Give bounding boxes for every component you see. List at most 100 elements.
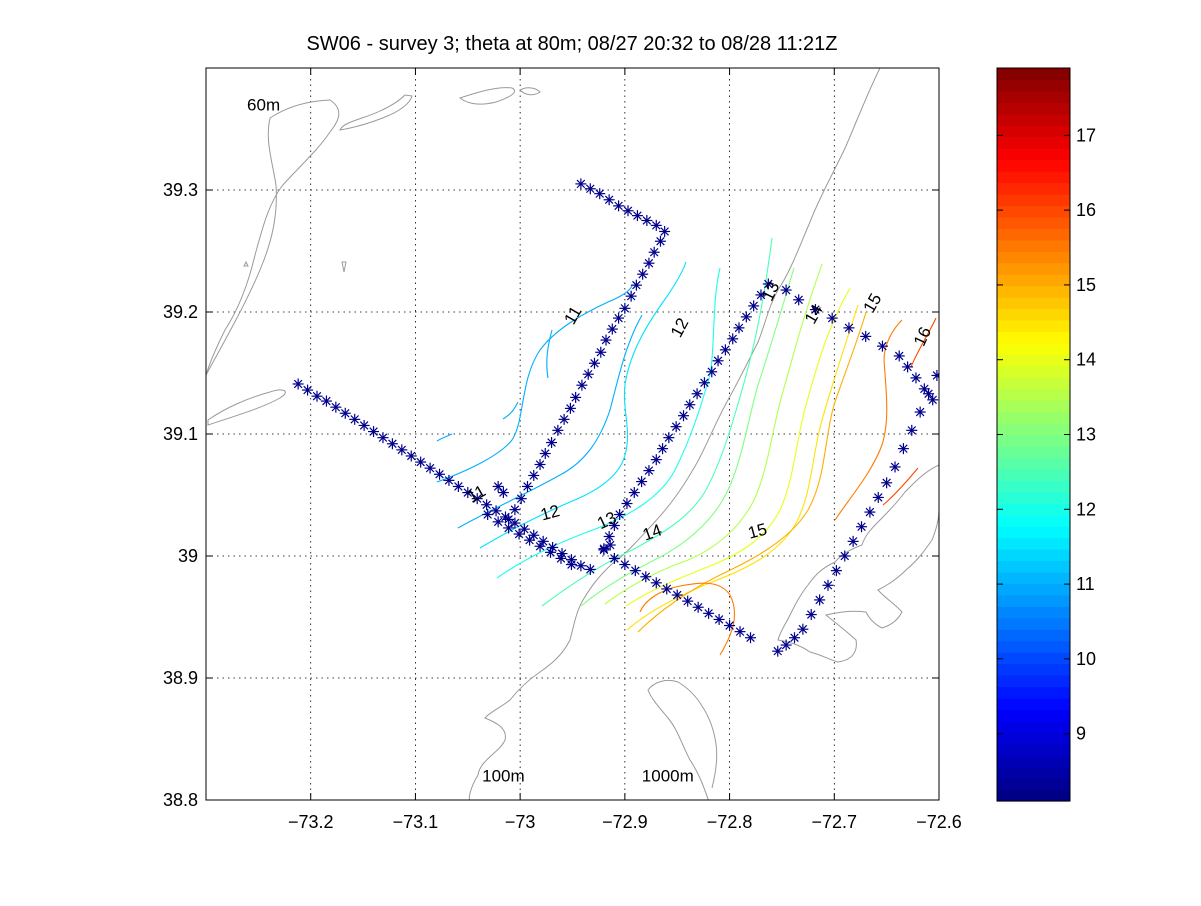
depth-label: 60m	[247, 96, 280, 115]
station-marker	[497, 487, 509, 499]
station-marker	[320, 395, 332, 407]
colorbar-step	[997, 239, 1070, 252]
station-marker	[636, 476, 648, 488]
station-marker	[603, 530, 615, 542]
colorbar-step	[997, 503, 1070, 516]
y-tick-label: 39.3	[163, 180, 198, 200]
station-marker	[575, 560, 587, 572]
station-marker	[558, 413, 570, 425]
x-tick-label: −72.6	[916, 812, 962, 832]
colorbar-tick-label: 13	[1076, 425, 1096, 445]
station-marker	[864, 506, 876, 518]
x-tick-label: −73	[505, 812, 536, 832]
colorbar-step	[997, 560, 1070, 573]
station-marker	[691, 388, 703, 400]
station-marker	[740, 311, 752, 323]
colorbar-step	[997, 491, 1070, 504]
station-marker	[443, 474, 455, 486]
x-tick-label: −73.2	[288, 812, 334, 832]
contour-line	[502, 401, 519, 420]
colorbar-tick-label: 16	[1076, 200, 1096, 220]
bathymetry-marker-1	[243, 260, 249, 267]
colorbar-step	[997, 423, 1070, 436]
station-marker	[575, 178, 587, 190]
colorbar-step	[997, 606, 1070, 619]
y-tick-label: 39	[178, 546, 198, 566]
colorbar-step	[997, 629, 1070, 642]
station-marker	[515, 493, 527, 505]
colorbar-ticks: 9 10 11 12 13 14 15 16 17	[997, 125, 1096, 744]
colorbar-step	[997, 342, 1070, 355]
station-marker	[595, 346, 607, 358]
station-marker	[661, 583, 673, 595]
colorbar-tick-label: 9	[1076, 724, 1086, 744]
colorbar-step	[997, 102, 1070, 115]
colorbar-step	[997, 274, 1070, 287]
bathymetry-60m-contour	[206, 99, 340, 376]
colorbar-step	[997, 766, 1070, 779]
contour-line	[541, 237, 773, 607]
station-marker	[793, 294, 805, 306]
colorbar-gradient	[997, 68, 1070, 802]
colorbar-step	[997, 732, 1070, 745]
station-marker	[462, 487, 474, 499]
station-marker	[931, 369, 939, 381]
station-marker	[471, 493, 483, 505]
y-tick-label: 39.2	[163, 302, 198, 322]
station-marker	[584, 183, 596, 195]
contour-line	[580, 267, 795, 607]
colorbar-tick-label: 12	[1076, 499, 1096, 519]
station-marker	[677, 410, 689, 422]
colorbar-step	[997, 583, 1070, 596]
contour-line	[436, 285, 633, 483]
colorbar-step	[997, 686, 1070, 699]
bathymetry-1000m-contour	[777, 464, 939, 663]
colorbar-step	[997, 148, 1070, 161]
station-marker	[822, 579, 834, 591]
colorbar-step	[997, 216, 1070, 229]
station-marker	[734, 626, 746, 638]
station-marker	[490, 505, 502, 517]
station-marker	[555, 552, 567, 564]
station-marker	[518, 523, 530, 535]
station-marker	[671, 589, 683, 601]
station-marker	[564, 402, 576, 414]
contour-line	[479, 261, 687, 549]
colorbar-step	[997, 319, 1070, 333]
colorbar-step	[997, 537, 1070, 550]
colorbar-step	[997, 663, 1070, 676]
colorbar-tick-label: 11	[1076, 574, 1095, 594]
station-marker	[377, 432, 389, 444]
station-marker	[292, 378, 304, 390]
station-marker	[368, 426, 380, 438]
station-marker	[509, 504, 521, 516]
colorbar-step	[997, 193, 1070, 207]
station-marker	[608, 552, 620, 564]
station-marker	[604, 539, 616, 551]
station-marker	[565, 559, 577, 571]
station-marker	[923, 388, 935, 400]
colorbar-step	[997, 652, 1070, 665]
station-marker	[358, 419, 370, 431]
colorbar-step	[997, 445, 1070, 459]
colorbar-step	[997, 68, 1070, 81]
station-marker	[534, 540, 546, 552]
colorbar-step	[997, 617, 1070, 630]
colorbar-step	[997, 697, 1070, 710]
colorbar-step	[997, 297, 1070, 310]
colorbar-step	[997, 778, 1070, 791]
contour-line	[496, 267, 721, 579]
station-marker	[628, 487, 640, 499]
station-marker	[826, 312, 838, 324]
station-marker	[513, 528, 525, 540]
station-marker	[545, 546, 557, 558]
colorbar-step	[997, 205, 1070, 218]
station-marker	[482, 509, 494, 521]
station-marker	[719, 344, 731, 356]
station-marker	[650, 577, 662, 589]
station-marker	[521, 480, 533, 492]
station-marker	[613, 200, 625, 212]
x-tick-label: −72.7	[812, 812, 858, 832]
station-marker	[614, 509, 626, 521]
station-marker	[576, 379, 588, 391]
